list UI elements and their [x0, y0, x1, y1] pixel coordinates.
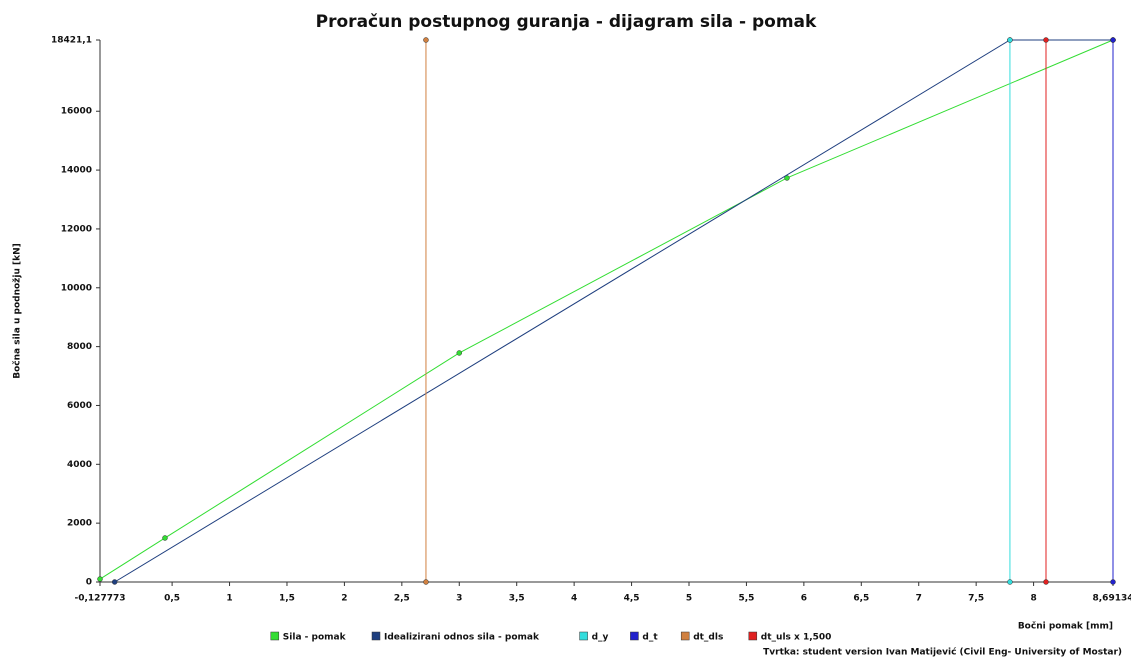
- x-tick-label: 4,5: [624, 594, 640, 604]
- point-marker: [162, 535, 168, 541]
- point-marker: [1007, 579, 1013, 585]
- legend-swatch: [579, 631, 588, 641]
- footer: Tvrtka: student version Ivan Matijević (…: [763, 647, 1122, 658]
- point-marker: [1043, 37, 1049, 43]
- y-tick-label: 2000: [67, 519, 92, 529]
- x-tick-label: 2,5: [394, 594, 410, 604]
- x-tick-label: 5,5: [738, 594, 754, 604]
- x-tick-label: 3,5: [509, 594, 525, 604]
- point-marker: [97, 576, 103, 582]
- x-tick-label: 8: [1030, 594, 1036, 604]
- y-tick-label: 16000: [61, 107, 92, 117]
- legend-swatch: [630, 631, 639, 641]
- x-tick-label: 7,5: [968, 594, 984, 604]
- x-tick-label: 5: [686, 594, 692, 604]
- legend-swatch: [680, 631, 690, 641]
- point-marker: [1110, 37, 1116, 43]
- legend-label: Sila - pomak: [283, 633, 347, 643]
- y-tick-label: 12000: [61, 224, 92, 234]
- y-tick-label: 6000: [67, 401, 92, 411]
- point-marker: [423, 37, 429, 43]
- legend-label: dt_dls: [693, 633, 723, 643]
- point-marker: [111, 579, 118, 585]
- y-tick-label: 0: [86, 578, 92, 588]
- legend-swatch: [371, 631, 381, 641]
- x-tick-label: 6,5: [853, 594, 869, 604]
- legend-label: d_y: [592, 633, 609, 643]
- legend-label: dt_uls x 1,500: [761, 633, 832, 643]
- x-tick-label: 1,5: [279, 594, 295, 604]
- y-axis-label: Bočna sila u podnožju [kN]: [12, 243, 23, 379]
- x-tick-label: 6: [801, 594, 807, 604]
- y-tick-label: 10000: [61, 283, 92, 293]
- point-marker: [423, 579, 429, 585]
- x-tick-label: 3: [456, 594, 462, 604]
- x-tick-label: 1: [226, 594, 232, 604]
- x-axis-label: Bočni pomak [mm]: [1018, 621, 1113, 632]
- series-line: [99, 39, 1114, 580]
- x-tick-label: 4: [571, 594, 577, 604]
- x-tick-label: 0,5: [164, 594, 180, 604]
- legend-swatch: [270, 631, 280, 641]
- point-marker: [1110, 579, 1116, 585]
- legend-label: d_t: [642, 633, 658, 643]
- point-marker: [456, 350, 463, 356]
- point-marker: [1043, 579, 1049, 585]
- x-tick-label: 2: [341, 594, 347, 604]
- point-marker: [1007, 37, 1013, 43]
- x-tick-label: 7: [916, 594, 922, 604]
- y-tick-label: 4000: [67, 460, 92, 470]
- x-tick-label: -0,127773: [75, 594, 126, 604]
- x-tick-label: 8,69134: [1093, 594, 1131, 604]
- legend-swatch: [748, 631, 758, 641]
- y-tick-label: 8000: [67, 342, 92, 352]
- y-tick-label: 18421,1: [51, 36, 92, 46]
- y-tick-label: 14000: [61, 166, 92, 176]
- legend-label: Idealizirani odnos sila - pomak: [384, 633, 540, 643]
- series-line: [114, 39, 1113, 583]
- chart-title: Proračun postupnog guranja - dijagram si…: [316, 12, 817, 32]
